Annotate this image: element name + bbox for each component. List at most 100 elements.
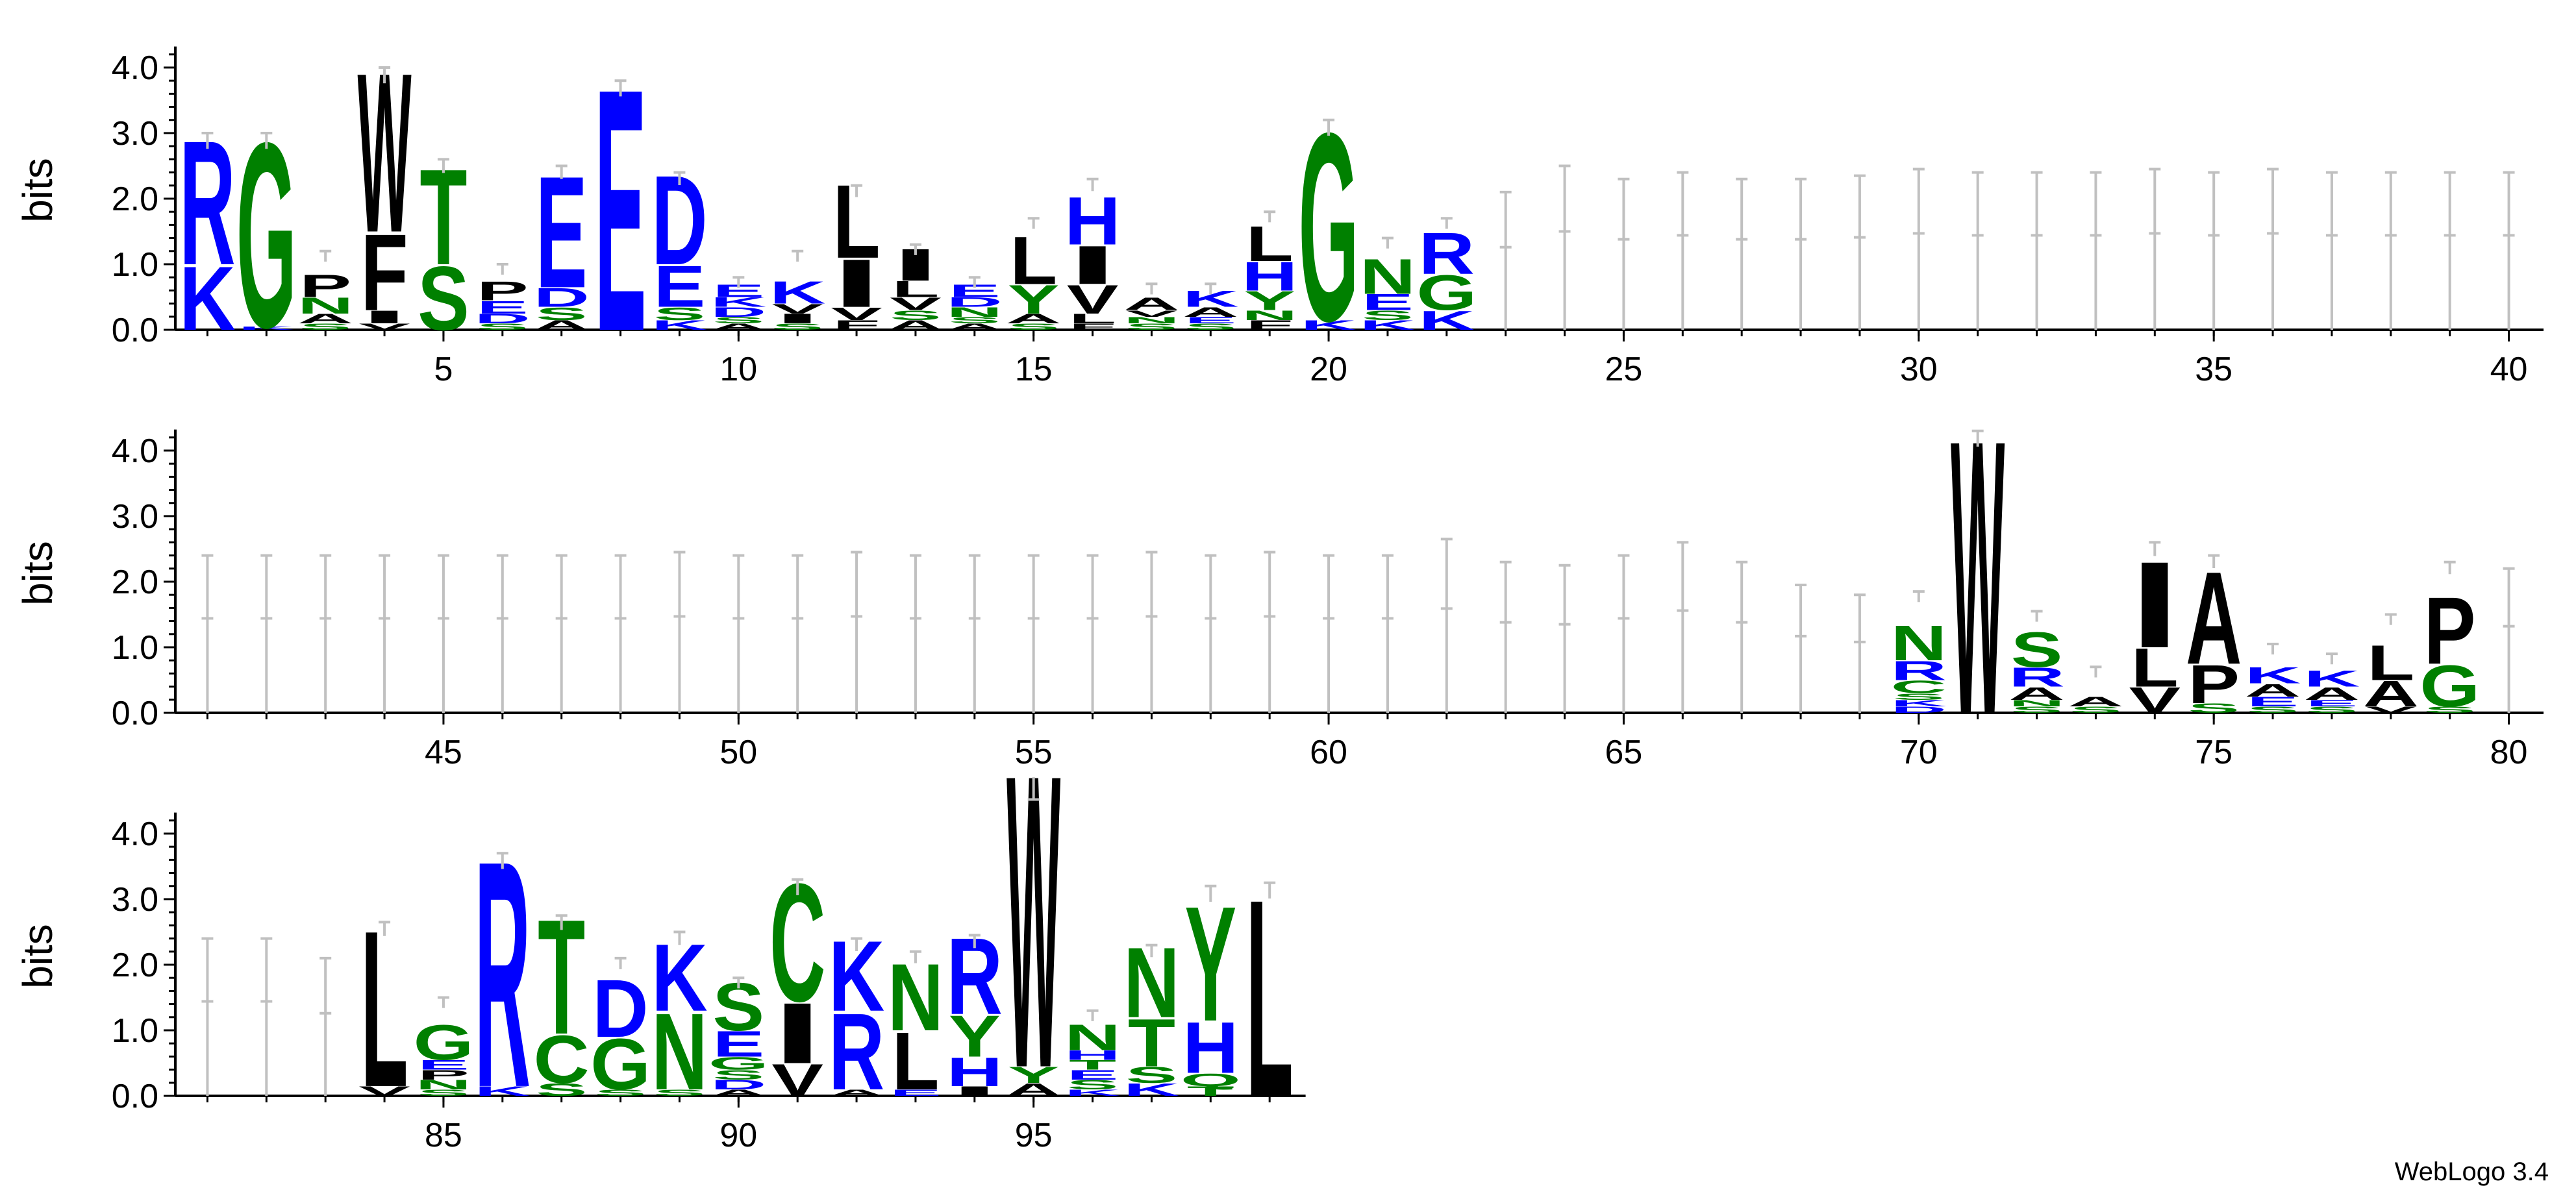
- logo-column-55: [1027, 554, 1040, 713]
- letter-W: W: [1007, 687, 1061, 1156]
- letter-K: K: [1419, 305, 1475, 336]
- y-tick-label: 4.0: [112, 49, 158, 87]
- y-tick-label: 3.0: [112, 115, 158, 153]
- letter-V: V: [358, 1084, 410, 1099]
- logo-column-48: [614, 554, 627, 713]
- letter-I: I: [359, 307, 409, 327]
- letter-I: I: [772, 311, 822, 327]
- letter-S: S: [2247, 704, 2299, 715]
- letter-G: G: [1416, 266, 1477, 321]
- logo-column-92: ARK: [829, 921, 884, 1113]
- logo-column-1: KR: [179, 103, 235, 349]
- y-tick-label: 3.0: [112, 498, 158, 536]
- letter-D: D: [651, 150, 707, 292]
- letter-A: A: [1182, 304, 1238, 320]
- letter-S: S: [2188, 700, 2240, 716]
- logo-column-63: [1499, 560, 1512, 713]
- letter-S: S: [418, 247, 469, 349]
- weblogo-credit: WebLogo 3.4: [2395, 1158, 2549, 1186]
- letter-A: A: [2245, 680, 2301, 700]
- letter-N: N: [2008, 698, 2064, 708]
- logo-column-93: ELN: [888, 945, 944, 1107]
- letter-K: K: [710, 295, 766, 310]
- logo-column-79: SGP: [2420, 560, 2480, 719]
- letter-E: E: [1184, 315, 1236, 325]
- logo-column-88: SGD: [590, 956, 651, 1105]
- letter-K: K: [1891, 698, 1947, 708]
- letter-S: S: [2306, 704, 2358, 715]
- x-tick-label: 5: [434, 351, 453, 388]
- letter-K: K: [1360, 317, 1416, 333]
- logo-column-25: [1618, 177, 1630, 330]
- letter-A: A: [829, 1087, 884, 1098]
- letter-S: S: [1067, 1077, 1119, 1093]
- logo-column-74: VLI: [2129, 536, 2181, 721]
- letter-N: N: [1123, 315, 1179, 325]
- logo-column-29: [1853, 174, 1866, 330]
- x-tick-label: 70: [1900, 734, 1938, 771]
- letter-H: H: [1064, 1048, 1120, 1063]
- logo-column-58: [1205, 554, 1217, 713]
- letter-F: F: [833, 317, 881, 333]
- logo-column-35: [2208, 171, 2220, 330]
- letter-T: T: [1128, 1004, 1175, 1081]
- letter-E: E: [890, 1087, 942, 1098]
- logo-column-53: [909, 554, 921, 713]
- logo-column-33: [2090, 171, 2102, 330]
- letter-I: I: [2130, 536, 2180, 673]
- y-tick-label: 0.0: [112, 312, 158, 349]
- logo-column-5: ST: [418, 142, 469, 350]
- logo-column-71: W: [1951, 360, 2005, 797]
- x-tick-label: 75: [2195, 734, 2232, 771]
- letter-C: C: [534, 1021, 590, 1097]
- y-tick-label: 4.0: [112, 815, 158, 853]
- letter-P: P: [2424, 578, 2476, 684]
- letter-S: S: [1893, 691, 1945, 702]
- letter-V: V: [890, 293, 942, 314]
- letter-S: S: [1126, 1062, 1178, 1087]
- letter-S: S: [536, 304, 588, 324]
- letter-P: P: [299, 268, 351, 304]
- logo-column-45: [437, 554, 449, 713]
- letter-L: L: [1010, 222, 1057, 299]
- y-tick-label: 0.0: [112, 1078, 158, 1115]
- letter-G: G: [590, 1023, 651, 1105]
- logo-column-37: [2325, 171, 2338, 330]
- letter-H: H: [1242, 254, 1297, 299]
- letter-C: C: [769, 848, 825, 1036]
- letter-L: L: [1246, 216, 1294, 272]
- logo-column-99: L: [1246, 840, 1294, 1156]
- letter-S: S: [712, 1067, 764, 1083]
- logo-column-24: [1558, 164, 1571, 330]
- logo-column-75: SPA: [2186, 545, 2242, 715]
- x-tick-label: 95: [1015, 1117, 1053, 1154]
- logo-column-83: [319, 956, 332, 1096]
- y-tick-label: 1.0: [112, 1012, 158, 1050]
- letter-E: E: [1067, 1067, 1119, 1083]
- letter-R: R: [1891, 655, 1947, 686]
- logo-column-56: [1086, 554, 1099, 713]
- logo-column-36: [2267, 167, 2279, 330]
- logo-column-20: KG: [1299, 77, 1359, 377]
- letter-N: N: [1360, 249, 1416, 304]
- logo-column-68: [1795, 584, 1807, 713]
- letter-E: E: [595, 16, 647, 403]
- letter-N: N: [1064, 1017, 1120, 1058]
- logo-column-62: [1440, 538, 1453, 713]
- letter-E: E: [712, 1024, 764, 1065]
- logo-column-44: [379, 554, 391, 713]
- letter-N: N: [947, 304, 1003, 320]
- letter-E: E: [477, 297, 529, 317]
